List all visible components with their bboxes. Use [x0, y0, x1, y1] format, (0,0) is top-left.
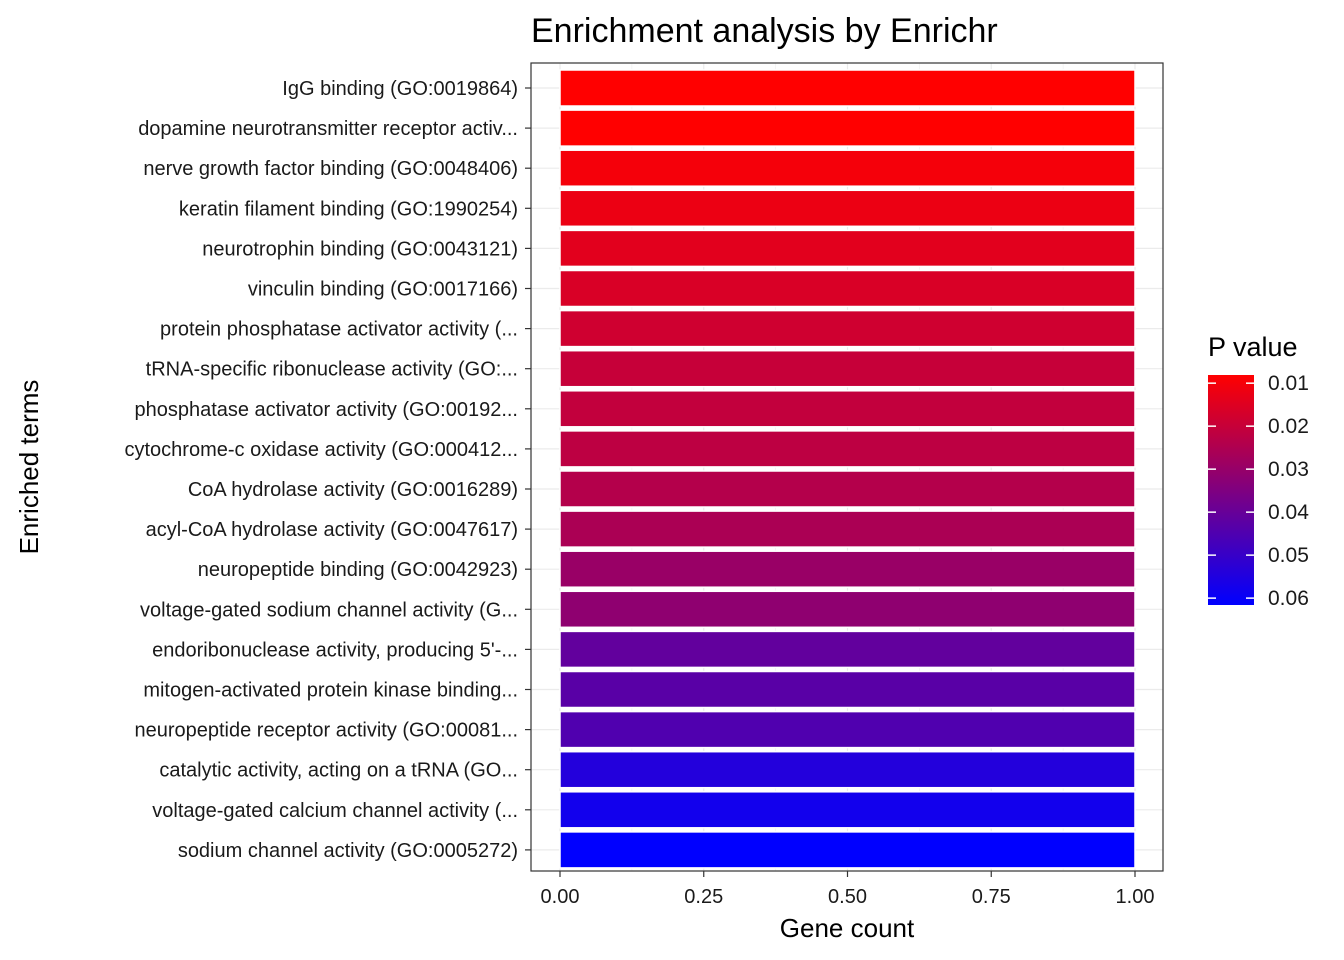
- legend: P value 0.01 0.02 0.03 0.04 0.05 0.06: [1208, 332, 1309, 610]
- y-tick-label: endoribonuclease activity, producing 5'-…: [152, 639, 518, 661]
- legend-colorbar: [1208, 375, 1254, 605]
- legend-tick-label: 0.05: [1268, 544, 1309, 567]
- y-tick-label: acyl-CoA hydrolase activity (GO:0047617): [146, 519, 518, 541]
- y-tick-label: keratin filament binding (GO:1990254): [179, 198, 518, 220]
- y-tick-label: sodium channel activity (GO:0005272): [178, 840, 518, 862]
- y-tick-label: voltage-gated calcium channel activity (…: [152, 800, 518, 822]
- bar: [559, 630, 1136, 669]
- bar: [559, 309, 1136, 348]
- bar: [559, 750, 1136, 789]
- x-tick-label: 0.25: [684, 886, 723, 908]
- bar: [559, 189, 1136, 228]
- x-tick-label: 0.75: [972, 886, 1011, 908]
- y-axis-label: Enriched terms: [14, 380, 44, 555]
- y-axis-ticks: IgG binding (GO:0019864) dopamine neurotr…: [125, 78, 531, 862]
- x-axis-ticks: 0.00 0.25 0.50 0.75 1.00: [541, 871, 1155, 908]
- bar: [559, 269, 1136, 308]
- bar: [559, 470, 1136, 508]
- y-tick-label: dopamine neurotransmitter receptor activ…: [138, 118, 518, 140]
- y-tick-label: CoA hydrolase activity (GO:0016289): [188, 479, 518, 501]
- bar: [559, 791, 1136, 829]
- legend-tick-label: 0.01: [1268, 372, 1309, 395]
- legend-title: P value: [1208, 332, 1298, 362]
- y-tick-label: tRNA-specific ribonuclease activity (GO:…: [146, 359, 518, 381]
- y-tick-label: IgG binding (GO:0019864): [282, 78, 518, 100]
- bar: [559, 710, 1136, 749]
- bar: [559, 69, 1136, 107]
- bar: [559, 430, 1136, 468]
- x-tick-label: 0.50: [828, 886, 867, 908]
- y-tick-label: cytochrome-c oxidase activity (GO:000412…: [125, 439, 519, 461]
- bar: [559, 590, 1136, 629]
- bar: [559, 390, 1136, 428]
- bar: [559, 831, 1136, 869]
- x-tick-label: 1.00: [1116, 886, 1155, 908]
- plot-panel: [530, 62, 1164, 872]
- legend-tick-label: 0.04: [1268, 501, 1309, 524]
- bar: [559, 550, 1136, 588]
- bar: [559, 510, 1136, 548]
- y-tick-label: neuropeptide binding (GO:0042923): [198, 559, 518, 581]
- legend-tick-label: 0.06: [1268, 587, 1309, 610]
- y-tick-label: neuropeptide receptor activity (GO:00081…: [134, 720, 518, 742]
- bar: [559, 109, 1136, 147]
- legend-ticks: 0.01 0.02 0.03 0.04 0.05 0.06: [1208, 372, 1309, 610]
- bar: [559, 349, 1136, 388]
- y-tick-label: phosphatase activator activity (GO:00192…: [134, 399, 518, 421]
- legend-tick-label: 0.02: [1268, 415, 1309, 438]
- y-tick-label: catalytic activity, acting on a tRNA (GO…: [159, 760, 518, 782]
- bar: [559, 149, 1136, 187]
- y-tick-label: voltage-gated sodium channel activity (G…: [140, 599, 518, 621]
- y-tick-label: mitogen-activated protein kinase binding…: [143, 680, 518, 702]
- bar: [559, 229, 1136, 268]
- y-tick-label: vinculin binding (GO:0017166): [248, 279, 518, 301]
- bar: [559, 670, 1136, 709]
- bars: [559, 69, 1136, 869]
- x-axis-label: Gene count: [780, 913, 915, 943]
- x-tick-label: 0.00: [541, 886, 580, 908]
- y-tick-label: protein phosphatase activator activity (…: [160, 319, 518, 341]
- legend-tick-label: 0.03: [1268, 458, 1309, 481]
- y-tick-label: neurotrophin binding (GO:0043121): [202, 238, 518, 260]
- chart-title: Enrichment analysis by Enrichr: [531, 12, 998, 50]
- y-tick-label: nerve growth factor binding (GO:0048406): [143, 158, 518, 180]
